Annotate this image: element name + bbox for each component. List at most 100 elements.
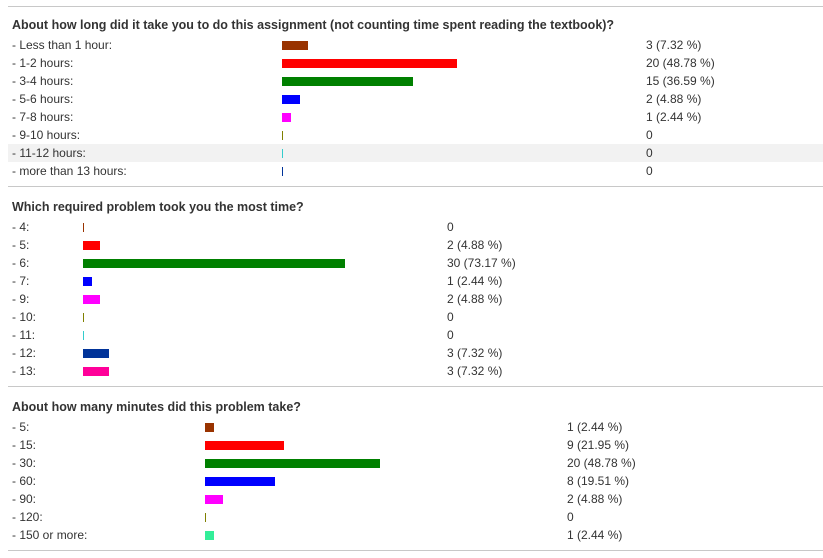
answer-bar (205, 495, 223, 504)
answer-label: - 150 or more: (12, 528, 88, 542)
answer-row: - more than 13 hours: 0 (8, 162, 823, 180)
answer-row: - 4: 0 (8, 218, 823, 236)
answer-label: - 5-6 hours: (12, 92, 74, 106)
answer-count: 3 (7.32 %) (646, 38, 702, 52)
answer-count: 0 (447, 220, 454, 234)
answer-row: - 9-10 hours: 0 (8, 126, 823, 144)
answer-label: - more than 13 hours: (12, 164, 127, 178)
answer-row: - 90: 2 (4.88 %) (8, 490, 823, 508)
question-title: Which required problem took you the most… (12, 200, 304, 214)
answer-label: - 60: (12, 474, 37, 488)
answer-count: 1 (2.44 %) (567, 420, 623, 434)
answer-label: - 1-2 hours: (12, 56, 74, 70)
answer-label: - 15: (12, 438, 37, 452)
answer-count: 20 (48.78 %) (646, 56, 715, 70)
answer-count: 0 (447, 328, 454, 342)
answer-count: 2 (4.88 %) (646, 92, 702, 106)
answer-label: - 7-8 hours: (12, 110, 74, 124)
answer-bar (282, 95, 300, 104)
answer-label: - 3-4 hours: (12, 74, 74, 88)
answer-bar (83, 313, 84, 322)
answer-bar (205, 477, 275, 486)
answer-row: - 15: 9 (21.95 %) (8, 436, 823, 454)
answer-row: - 7-8 hours: 1 (2.44 %) (8, 108, 823, 126)
answer-count: 0 (447, 310, 454, 324)
answer-row: - 30: 20 (48.78 %) (8, 454, 823, 472)
answer-count: 0 (567, 510, 574, 524)
answer-row: - 5: 1 (2.44 %) (8, 418, 823, 436)
answer-label: - 12: (12, 346, 37, 360)
answer-row: - 120: 0 (8, 508, 823, 526)
answer-label: - 7: (12, 274, 30, 288)
answer-bar (282, 167, 283, 176)
divider (8, 186, 823, 187)
answer-bar (83, 241, 100, 250)
answer-row: - 11-12 hours: 0 (8, 144, 823, 162)
answer-bar (83, 367, 109, 376)
answer-bar (205, 531, 214, 540)
question-title: About how many minutes did this problem … (12, 400, 301, 414)
answer-count: 1 (2.44 %) (567, 528, 623, 542)
answer-label: - 6: (12, 256, 30, 270)
answer-count: 2 (4.88 %) (447, 238, 503, 252)
answer-row: - 6: 30 (73.17 %) (8, 254, 823, 272)
answer-label: - 9: (12, 292, 30, 306)
answer-bar (282, 41, 308, 50)
answer-row: - 13: 3 (7.32 %) (8, 362, 823, 380)
divider (8, 386, 823, 387)
answer-label: - 11-12 hours: (12, 146, 86, 160)
answer-row: - 7: 1 (2.44 %) (8, 272, 823, 290)
answer-bar (282, 113, 291, 122)
answer-count: 0 (646, 128, 653, 142)
divider (8, 6, 823, 7)
answer-bar (282, 77, 413, 86)
answer-row: - 5: 2 (4.88 %) (8, 236, 823, 254)
answer-label: - 9-10 hours: (12, 128, 81, 142)
answer-count: 2 (4.88 %) (447, 292, 503, 306)
answer-bar (205, 459, 380, 468)
question-title: About how long did it take you to do thi… (12, 18, 615, 32)
answer-count: 3 (7.32 %) (447, 346, 503, 360)
answer-bar (205, 513, 206, 522)
answer-bar (83, 331, 84, 340)
answer-row: - 11: 0 (8, 326, 823, 344)
answer-count: 0 (646, 164, 653, 178)
answer-row: - 3-4 hours: 15 (36.59 %) (8, 72, 823, 90)
answer-count: 9 (21.95 %) (567, 438, 630, 452)
answer-bar (282, 131, 283, 140)
answer-count: 20 (48.78 %) (567, 456, 636, 470)
answer-label: - 120: (12, 510, 43, 524)
answer-bar (83, 349, 109, 358)
answer-count: 1 (2.44 %) (646, 110, 702, 124)
answer-bar (83, 277, 92, 286)
divider (8, 550, 823, 551)
answer-row: - 10: 0 (8, 308, 823, 326)
answer-label: - 30: (12, 456, 37, 470)
answer-bar (205, 423, 214, 432)
answer-count: 1 (2.44 %) (447, 274, 503, 288)
answer-label: - Less than 1 hour: (12, 38, 113, 52)
answer-bar (282, 59, 457, 68)
answer-count: 15 (36.59 %) (646, 74, 715, 88)
answer-count: 8 (19.51 %) (567, 474, 630, 488)
answer-bar (83, 259, 345, 268)
answer-bar (205, 441, 284, 450)
answer-label: - 5: (12, 420, 30, 434)
answer-label: - 11: (12, 328, 36, 342)
answer-label: - 13: (12, 364, 37, 378)
answer-row: - 12: 3 (7.32 %) (8, 344, 823, 362)
answer-row: - Less than 1 hour: 3 (7.32 %) (8, 36, 823, 54)
answer-row: - 1-2 hours: 20 (48.78 %) (8, 54, 823, 72)
answer-label: - 10: (12, 310, 37, 324)
answer-count: 30 (73.17 %) (447, 256, 516, 270)
answer-count: 0 (646, 146, 653, 160)
answer-bar (83, 295, 100, 304)
answer-bar (282, 149, 283, 158)
answer-bar (83, 223, 84, 232)
answer-count: 2 (4.88 %) (567, 492, 623, 506)
answer-row: - 60: 8 (19.51 %) (8, 472, 823, 490)
answer-row: - 5-6 hours: 2 (4.88 %) (8, 90, 823, 108)
answer-label: - 5: (12, 238, 30, 252)
answer-row: - 9: 2 (4.88 %) (8, 290, 823, 308)
answer-count: 3 (7.32 %) (447, 364, 503, 378)
